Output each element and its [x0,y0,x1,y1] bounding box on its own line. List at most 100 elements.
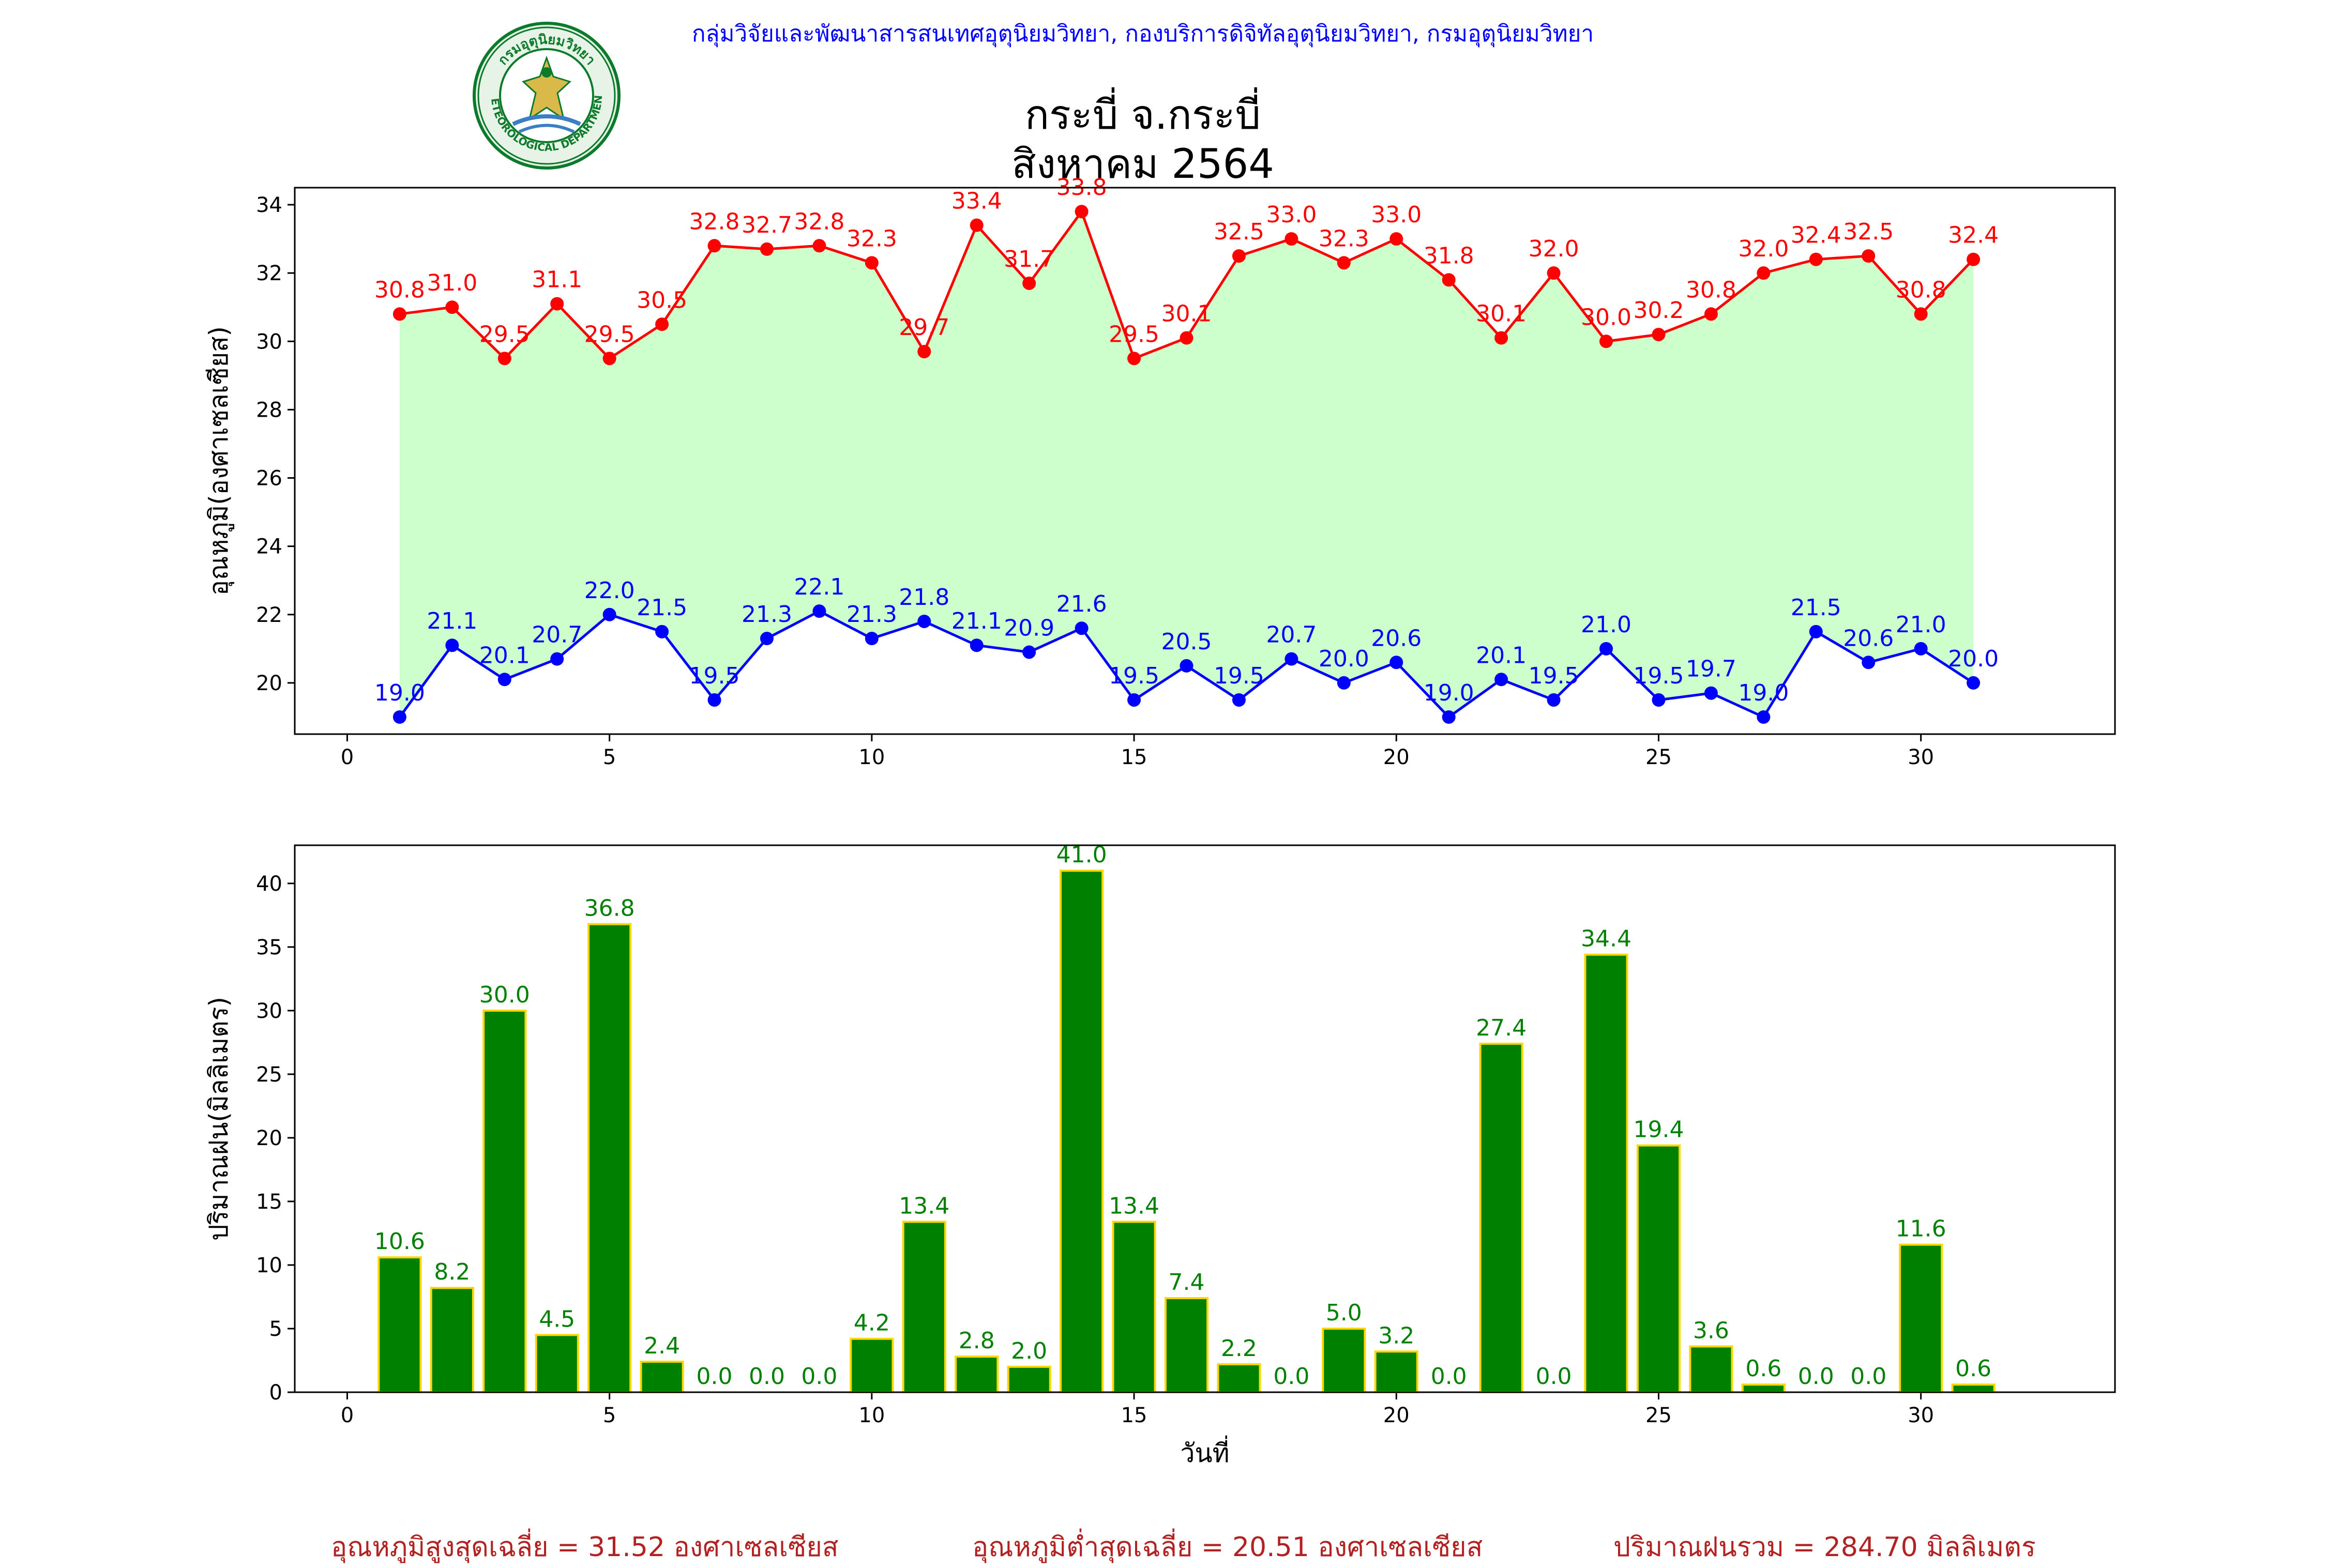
rain-data-label: 0.0 [749,1363,785,1390]
rain-data-label: 0.0 [1850,1363,1886,1390]
rain-bar [377,1256,422,1393]
rain-bar [482,1009,527,1393]
min-temp-point [1967,676,1981,690]
rain-data-label: 2.4 [644,1333,680,1359]
min-temp-data-label: 20.1 [1476,642,1527,668]
max-temp-point [497,352,511,366]
x-tick-label: 30 [1908,1404,1934,1427]
rain-data-label: 0.6 [1955,1356,1991,1382]
rain-bar [430,1287,474,1394]
y-tick-label: 26 [256,467,282,491]
rain-bar [640,1360,684,1393]
y-axis-label: ปริมาณฝน(มิลลิเมตร) [204,997,234,1241]
min-temp-point [392,710,406,724]
max-temp-data-label: 32.5 [1843,219,1894,245]
min-temp-point [1704,686,1718,700]
y-tick-label: 5 [269,1317,282,1341]
y-tick-label: 34 [256,193,282,217]
min-temp-point [1022,645,1036,659]
temperature-chart: 0 5 10 15 20 25 30 20 22 24 26 28 30 32 34 อุณหภูมิ(องศ… [204,174,2116,769]
max-temp-data-label: 32.5 [1214,219,1264,245]
max-temp-point [865,256,879,270]
min-temp-point [1232,693,1246,707]
max-temp-point [1075,205,1089,219]
max-temp-point [1652,328,1666,342]
rain-bar [1584,953,1628,1393]
max-temp-data-label: 32.0 [1738,236,1789,262]
min-temp-point [760,632,774,646]
temperature-range-fill [399,211,1974,717]
rain-data-label: 34.4 [1581,926,1631,952]
max-temp-point [1547,266,1561,280]
max-temp-point [445,300,459,314]
rain-data-label: 10.6 [374,1228,425,1255]
min-temp-data-label: 21.0 [1581,612,1631,638]
y-tick-label: 20 [256,672,282,695]
rain-data-label: 3.6 [1693,1317,1729,1344]
min-temp-data-label: 19.7 [1686,656,1736,682]
x-tick-label: 20 [1383,1404,1410,1427]
rain-bar [535,1334,579,1393]
summary-avg-max: อุณหภูมิสูงสุดเฉลี่ย = 31.52 องศาเซลเซีย… [331,1532,839,1563]
max-temp-data-label: 30.2 [1633,297,1684,324]
max-temp-point [1862,249,1876,263]
max-temp-data-label: 32.3 [1319,225,1369,252]
chart-title-station: กระบี่ จ.กระบี่ [1024,92,1261,139]
min-temp-data-label: 19.5 [1633,663,1684,689]
max-temp-point [812,239,826,253]
max-temp-data-label: 29.5 [479,321,530,347]
rain-data-label: 30.0 [479,982,530,1008]
min-temp-point [1599,642,1613,656]
rain-bar [1164,1297,1209,1393]
max-temp-data-label: 31.7 [1004,246,1054,272]
min-temp-point [1127,693,1141,707]
x-tick-label: 0 [341,1404,354,1427]
max-temp-point [1022,276,1036,290]
max-temp-point [760,242,774,256]
x-tick-label: 0 [341,745,354,769]
rain-bar [1636,1144,1681,1393]
min-temp-point [1494,673,1508,687]
min-temp-point [1075,621,1089,635]
min-temp-data-label: 21.1 [951,608,1002,634]
rain-data-label: 36.8 [584,895,635,922]
max-temp-point [1285,232,1298,246]
rain-data-label: 2.2 [1221,1335,1257,1362]
y-tick-label: 0 [269,1381,282,1405]
min-temp-data-label: 20.5 [1161,629,1212,655]
rain-data-label: 0.6 [1745,1356,1781,1382]
max-temp-data-label: 32.8 [794,208,844,235]
min-temp-data-label: 21.1 [427,608,477,634]
min-temp-data-label: 20.6 [1843,625,1894,651]
max-temp-data-label: 30.1 [1161,301,1212,327]
min-temp-data-label: 20.7 [1266,622,1317,648]
max-temp-point [1232,249,1246,263]
max-temp-data-label: 33.4 [951,188,1002,215]
y-tick-label: 35 [256,936,282,960]
max-temp-data-label: 29.5 [584,321,635,347]
min-temp-data-label: 20.9 [1004,615,1054,641]
max-temp-point [392,307,406,321]
y-tick-label: 28 [256,398,282,422]
rain-bar [1899,1243,1943,1393]
y-tick-label: 10 [256,1254,282,1277]
max-temp-data-label: 31.0 [427,270,477,296]
rain-bar [1217,1363,1261,1394]
max-temp-data-label: 33.0 [1371,202,1422,228]
min-temp-data-label: 22.0 [584,577,635,604]
rain-bar [1479,1042,1523,1393]
max-temp-data-label: 30.5 [637,287,687,313]
min-temp-data-label: 21.3 [847,601,897,628]
min-temp-point [550,652,564,666]
rain-bar [1374,1350,1418,1394]
x-tick-label: 20 [1383,745,1410,769]
rainfall-chart: 0 5 10 15 20 25 30 0 5 10 15 20 25 30 35 40 ปริมาณฝน(มิล… [204,842,2116,1468]
summary-avg-min: อุณหภูมิต่ำสุดเฉลี่ย = 20.51 องศาเซลเซีย… [972,1532,1483,1563]
max-temp-point [1967,252,1981,266]
min-temp-point [1652,693,1666,707]
rain-bar [1951,1383,1996,1394]
min-temp-data-label: 20.0 [1948,646,1999,672]
min-temp-data-label: 21.5 [637,595,687,621]
x-tick-label: 15 [1121,745,1147,769]
